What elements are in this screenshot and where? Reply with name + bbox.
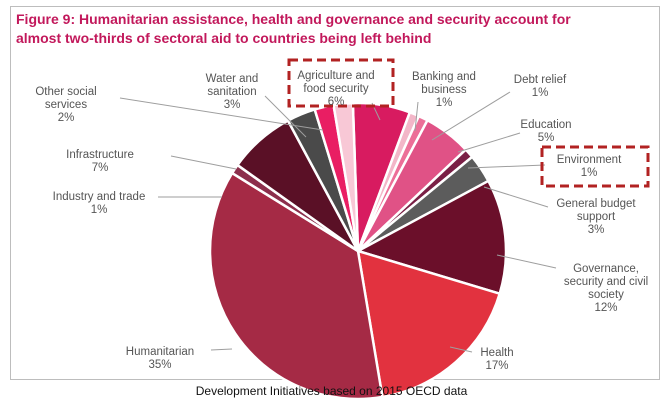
slice-value-label-12: 2%	[58, 112, 75, 124]
slice-value-label-11: 3%	[224, 99, 241, 111]
leader-line-7	[449, 346, 473, 353]
slice-value-label-0: 6%	[328, 96, 345, 108]
figure-title: Figure 9: Humanitarian assistance, healt…	[16, 10, 656, 48]
slice-value-label-7: 17%	[485, 360, 508, 372]
leader-line-4	[467, 164, 546, 169]
slice-label-1: Banking and	[412, 71, 476, 83]
highlight-box-4	[540, 145, 650, 188]
slice-value-label-9: 1%	[91, 204, 108, 216]
leader-line-1	[414, 101, 419, 132]
slice-label-6: Governance,	[573, 263, 639, 275]
slice-label-6: security and civil	[564, 276, 648, 288]
leader-line-11	[264, 95, 307, 138]
slice-label-7: Health	[480, 347, 513, 359]
slice-label-6: society	[588, 289, 624, 301]
slice-label-11: Water and	[206, 73, 259, 85]
leader-line-2	[431, 91, 511, 141]
pie-slice-6	[354, 179, 508, 296]
slice-label-4: Environment	[557, 154, 622, 166]
slice-label-12: services	[45, 99, 87, 111]
slice-value-label-10: 7%	[92, 162, 109, 174]
slice-label-8: Humanitarian	[126, 346, 194, 358]
slice-value-label-3: 5%	[538, 132, 555, 144]
slice-label-1: business	[421, 84, 467, 96]
slice-label-5: support	[577, 211, 616, 223]
leader-line-3	[457, 132, 521, 153]
slice-value-label-1: 1%	[436, 97, 453, 109]
slice-value-label-6: 12%	[594, 302, 617, 314]
slice-label-3: Education	[520, 119, 571, 131]
leader-line-12	[119, 97, 324, 131]
leader-line-10	[170, 155, 237, 170]
pie-slice-8	[208, 171, 384, 401]
leader-line-6	[496, 254, 557, 269]
highlight-box-0	[287, 58, 395, 108]
slice-label-11: sanitation	[207, 86, 256, 98]
slice-value-label-4: 1%	[581, 167, 598, 179]
source-caption: Development Initiatives based on 2015 OE…	[195, 384, 468, 398]
pie-slice-7	[356, 249, 502, 399]
slice-value-label-2: 1%	[532, 87, 549, 99]
leader-line-5	[483, 186, 549, 208]
slice-value-label-8: 35%	[148, 359, 171, 371]
slice-label-2: Debt relief	[514, 74, 567, 86]
slice-label-5: General budget	[556, 198, 636, 210]
slice-label-10: Infrastructure	[66, 149, 134, 161]
slice-value-label-5: 3%	[588, 224, 605, 236]
slice-label-0: food security	[303, 83, 368, 95]
pie-slice-13	[332, 101, 360, 252]
title-line-2: almost two-thirds of sectoral aid to cou…	[16, 30, 432, 46]
slice-label-12: Other social	[35, 86, 96, 98]
title-line-1: Figure 9: Humanitarian assistance, healt…	[16, 11, 571, 27]
slice-label-9: Industry and trade	[53, 191, 146, 203]
slice-label-0: Agriculture and	[297, 70, 374, 82]
leader-line-8	[210, 348, 233, 351]
